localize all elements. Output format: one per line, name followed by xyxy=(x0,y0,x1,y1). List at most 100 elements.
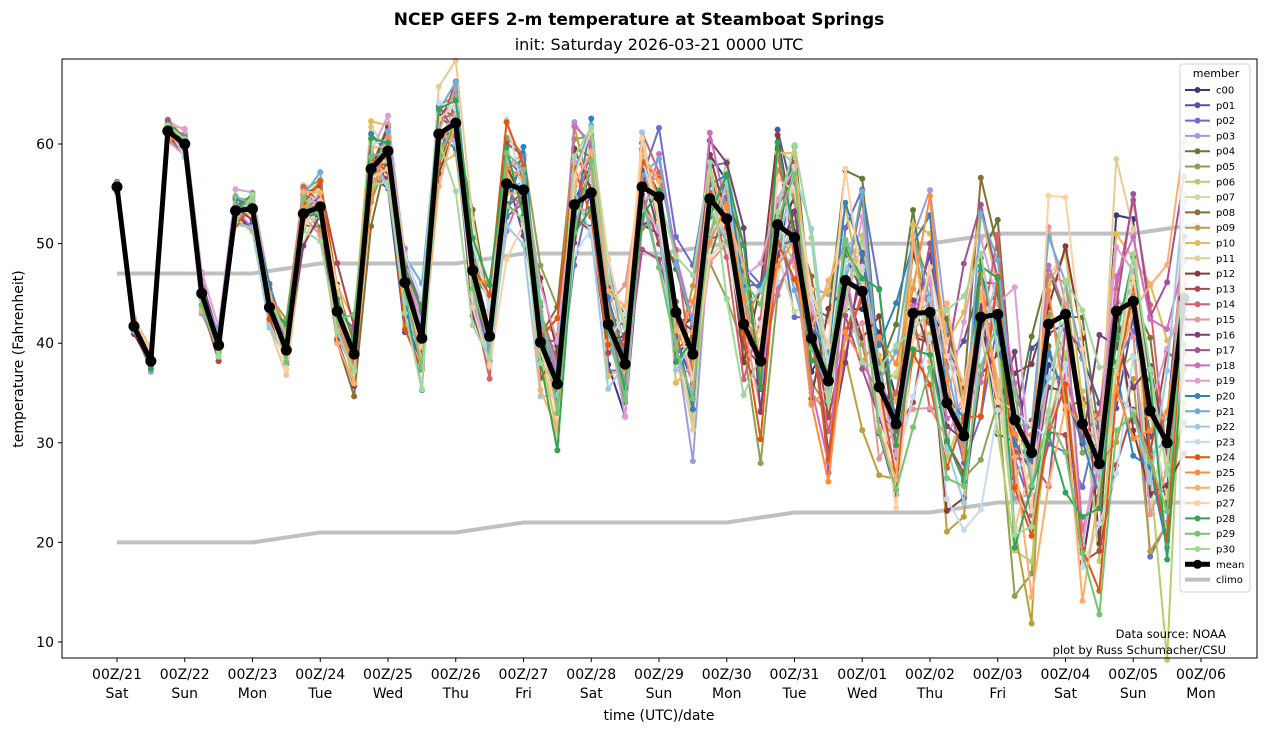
mean-point xyxy=(653,191,665,203)
legend-item-p28: p28 xyxy=(1185,514,1235,525)
legend-label: p16 xyxy=(1216,330,1235,341)
mean-point xyxy=(128,320,140,332)
member-point-p24 xyxy=(791,276,798,283)
member-point-p29 xyxy=(927,364,933,371)
member-point-p08 xyxy=(368,223,375,230)
member-point-p28 xyxy=(147,365,154,372)
mean-point xyxy=(873,381,885,393)
x-tick-day-label: Thu xyxy=(916,686,943,702)
member-point-p03 xyxy=(927,187,933,194)
member-point-p19 xyxy=(181,125,188,132)
legend-item-p26: p26 xyxy=(1185,483,1235,494)
member-point-p30 xyxy=(1028,523,1035,530)
legend-marker xyxy=(1194,270,1201,277)
member-point-p29 xyxy=(689,395,696,402)
member-point-p29 xyxy=(1147,458,1154,465)
member-point-p16 xyxy=(1011,348,1018,355)
x-tick-label: 00Z/28 xyxy=(566,667,616,683)
legend-marker xyxy=(1194,194,1201,201)
legend-item-p10: p10 xyxy=(1185,239,1235,250)
x-tick-day-label: Mon xyxy=(1186,686,1216,702)
legend-label: p19 xyxy=(1216,376,1235,387)
member-point-p17 xyxy=(977,201,984,208)
member-point-p27 xyxy=(706,253,713,260)
member-point-p28 xyxy=(876,285,883,292)
mean-point xyxy=(297,208,309,220)
member-point-p28 xyxy=(910,346,917,353)
mean-point xyxy=(602,318,614,330)
member-point-p27 xyxy=(1045,192,1052,199)
member-point-p29 xyxy=(1164,508,1171,515)
member-point-p18 xyxy=(910,303,917,310)
member-point-p10 xyxy=(368,118,375,125)
mean-point xyxy=(975,311,987,323)
member-point-p28 xyxy=(435,105,442,112)
x-tick-label: 00Z/02 xyxy=(905,667,955,683)
member-point-p30 xyxy=(706,159,713,166)
member-point-p28 xyxy=(1096,505,1103,512)
member-point-p11 xyxy=(452,57,459,64)
member-point-p18 xyxy=(1130,234,1137,241)
member-point-p18 xyxy=(656,150,662,157)
y-tick-label: 50 xyxy=(36,237,54,253)
member-point-p14 xyxy=(486,375,493,382)
member-point-p02 xyxy=(842,224,849,231)
legend-label: p03 xyxy=(1216,131,1235,142)
member-point-p28 xyxy=(1079,513,1086,520)
legend-item-p01: p01 xyxy=(1185,101,1235,112)
member-point-p25 xyxy=(1130,435,1137,442)
member-point-p30 xyxy=(1096,364,1103,371)
legend-item-p06: p06 xyxy=(1185,177,1235,188)
legend-marker xyxy=(1194,178,1201,185)
mean-point xyxy=(755,355,767,367)
member-point-p29 xyxy=(520,166,527,173)
mean-point xyxy=(1093,458,1105,470)
member-point-p18 xyxy=(571,123,578,130)
mean-point xyxy=(179,138,191,150)
x-tick-day-label: Sun xyxy=(1120,686,1147,702)
member-point-p23 xyxy=(977,506,984,513)
member-point-p30 xyxy=(825,398,832,405)
member-point-p30 xyxy=(605,273,612,280)
x-tick-day-label: Mon xyxy=(712,686,742,702)
mean-point xyxy=(518,184,529,196)
member-point-p24 xyxy=(486,291,493,298)
x-axis: 00Z/21 Sat 00Z/22 Sun 00Z/23 Mon 00Z/24 Tue 00Z/… xyxy=(92,658,1226,702)
member-point-p23 xyxy=(1079,564,1086,571)
mean-point xyxy=(839,274,851,286)
mean-point xyxy=(1161,437,1173,449)
mean-point xyxy=(551,378,563,390)
member-point-p20 xyxy=(1079,437,1086,444)
member-point-p10 xyxy=(825,287,832,294)
mean-point xyxy=(738,318,750,330)
member-point-p21 xyxy=(994,257,1001,264)
mean-point xyxy=(1060,308,1071,320)
member-point-p28 xyxy=(672,359,679,366)
legend-item-p07: p07 xyxy=(1185,193,1235,204)
legend-marker xyxy=(1194,331,1201,338)
legend-label: p25 xyxy=(1216,468,1235,479)
legend-marker xyxy=(1194,546,1201,552)
member-point-p16 xyxy=(1096,331,1103,338)
mean-point xyxy=(247,203,258,215)
member-point-p27 xyxy=(927,264,933,271)
legend-item-p19: p19 xyxy=(1185,376,1235,387)
mean-point xyxy=(331,305,343,317)
mean-point xyxy=(263,301,275,313)
member-point-p15 xyxy=(876,455,883,462)
legend-item-p18: p18 xyxy=(1185,361,1235,372)
legend-marker xyxy=(1194,393,1201,399)
mean-point xyxy=(1110,305,1122,317)
legend-marker xyxy=(1194,454,1201,461)
x-axis-label: time (UTC)/date xyxy=(603,708,714,724)
member-point-p29 xyxy=(757,301,764,308)
mean-point xyxy=(1127,295,1139,307)
member-point-p09 xyxy=(943,528,950,535)
x-tick-day-label: Sun xyxy=(171,686,198,702)
member-point-p30 xyxy=(672,253,679,260)
member-point-p25 xyxy=(1011,430,1018,437)
member-point-p27 xyxy=(842,165,849,172)
legend-item-p13: p13 xyxy=(1185,284,1235,295)
mean-point xyxy=(721,213,733,225)
member-point-p30 xyxy=(791,142,798,149)
